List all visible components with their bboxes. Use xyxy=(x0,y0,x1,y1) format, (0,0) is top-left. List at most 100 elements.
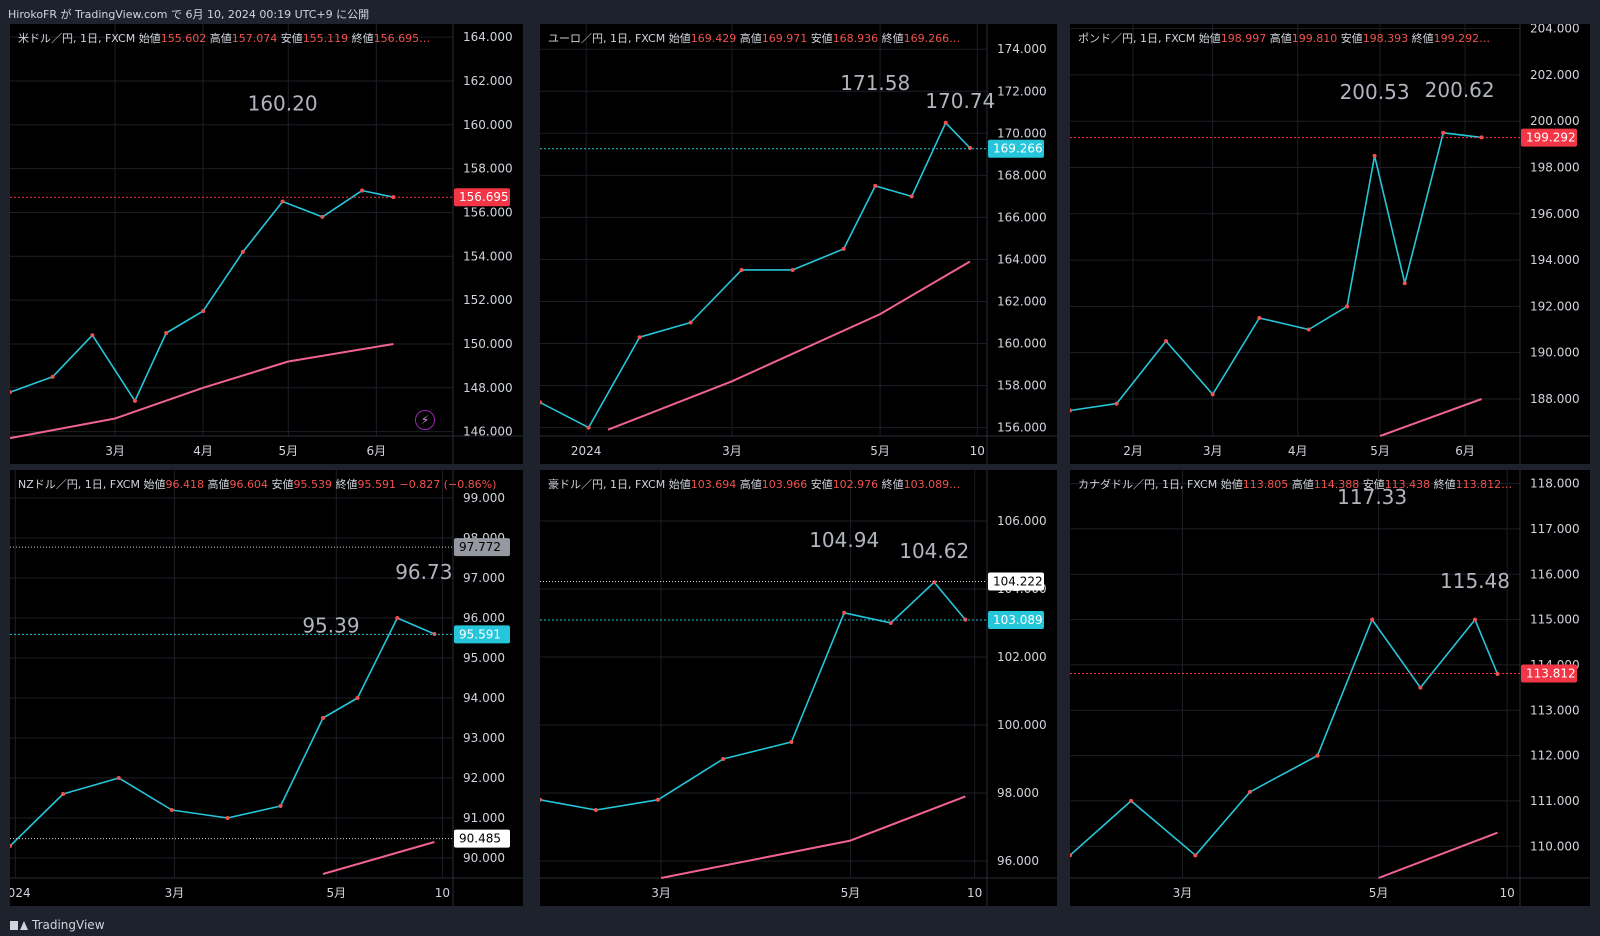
price-line-series xyxy=(540,122,971,429)
price-point xyxy=(1210,392,1215,397)
symbol-title: ポンド／円, 1日, FXCM xyxy=(1078,32,1199,45)
x-tick-label: 5月 xyxy=(870,444,890,458)
low-value: 155.119 xyxy=(302,32,352,45)
low-value: 113.438 xyxy=(1384,478,1434,491)
high-label: 高値 xyxy=(1291,478,1314,491)
price-point xyxy=(355,696,360,700)
high-label: 高値 xyxy=(739,478,762,491)
low-value: 198.393 xyxy=(1362,32,1412,45)
price-point xyxy=(932,580,937,585)
chart-panel[interactable]: ポンド／円, 1日, FXCM 始値198.997 高値199.810 安値19… xyxy=(1070,24,1590,464)
price-point xyxy=(1114,401,1119,406)
publish-header: HirokoFR が TradingView.com で 6月 10, 2024… xyxy=(0,0,1600,24)
footer-brand: TradingView xyxy=(32,918,105,932)
price-point xyxy=(739,267,744,272)
price-point xyxy=(1257,315,1262,320)
y-tick-label: 164.000 xyxy=(997,252,1047,266)
price-point xyxy=(10,844,12,848)
y-tick-label: 98.000 xyxy=(997,786,1039,800)
high-value: 96.604 xyxy=(229,478,272,491)
x-tick-label: 5月 xyxy=(278,444,298,458)
x-tick-label: 3月 xyxy=(105,444,125,458)
open-value: 113.805 xyxy=(1242,478,1292,491)
symbol-legend[interactable]: NZドル／円, 1日, FXCM 始値96.418 高値96.604 安値95.… xyxy=(18,476,496,492)
open-value: 169.429 xyxy=(690,32,740,45)
y-tick-label: 97.000 xyxy=(463,571,505,585)
y-tick-label: 106.000 xyxy=(997,514,1047,528)
high-label: 高値 xyxy=(1269,32,1292,45)
level-badge-text: 104.222 xyxy=(993,574,1043,588)
symbol-legend[interactable]: 豪ドル／円, 1日, FXCM 始値103.694 高値103.966 安値10… xyxy=(548,476,960,492)
price-point xyxy=(240,249,245,254)
y-tick-label: 174.000 xyxy=(997,42,1047,56)
close-label: 終値 xyxy=(335,478,358,491)
last-price-badge-text: 113.812 xyxy=(1526,666,1576,680)
price-point xyxy=(655,797,660,802)
symbol-legend[interactable]: ユーロ／円, 1日, FXCM 始値169.429 高値169.971 安値16… xyxy=(548,30,960,46)
close-value: 156.695… xyxy=(373,32,431,45)
symbol-legend[interactable]: カナダドル／円, 1日, FXCM 始値113.805 高値114.388 安値… xyxy=(1078,476,1512,492)
y-tick-label: 168.000 xyxy=(997,168,1047,182)
symbol-legend[interactable]: 米ドル／円, 1日, FXCM 始値155.602 高値157.074 安値15… xyxy=(18,30,430,46)
peak-annotation: 200.53 xyxy=(1340,80,1410,104)
y-tick-label: 194.000 xyxy=(1530,253,1580,267)
peak-annotation: 117.33 xyxy=(1337,485,1407,509)
price-point xyxy=(61,792,66,796)
close-value: 95.591 xyxy=(357,478,396,491)
x-tick-label: 4月 xyxy=(1288,444,1308,458)
chart-panel[interactable]: NZドル／円, 1日, FXCM 始値96.418 高値96.604 安値95.… xyxy=(10,470,523,906)
last-price-badge xyxy=(988,139,1044,158)
peak-annotation: 200.62 xyxy=(1425,78,1495,102)
low-value: 95.539 xyxy=(293,478,336,491)
price-point xyxy=(1479,135,1484,140)
last-price-badge xyxy=(1521,664,1577,683)
y-tick-label: 152.000 xyxy=(463,293,513,307)
x-tick-label: 10 xyxy=(970,444,985,458)
x-tick-label: 6月 xyxy=(367,444,387,458)
x-tick-label: 5月 xyxy=(1370,444,1390,458)
peak-annotation: 170.74 xyxy=(925,89,995,113)
price-point xyxy=(1306,327,1311,332)
symbol-title: カナダドル／円, 1日, FXCM xyxy=(1078,478,1221,491)
price-line-series xyxy=(1070,132,1482,412)
price-point xyxy=(225,816,230,820)
low-label: 安値 xyxy=(810,32,833,45)
y-tick-label: 94.000 xyxy=(463,691,505,705)
open-label: 始値 xyxy=(668,478,691,491)
last-price-badge xyxy=(988,610,1044,629)
price-chart: 174.000 172.000 170.000 168.000 166.000 164.0… xyxy=(540,24,1057,464)
y-tick-label: 154.000 xyxy=(463,249,513,263)
chart-panel[interactable]: カナダドル／円, 1日, FXCM 始値113.805 高値114.388 安値… xyxy=(1070,470,1590,906)
y-tick-label: 160.000 xyxy=(463,118,513,132)
close-value: 199.292… xyxy=(1433,32,1491,45)
lightning-icon[interactable]: ⚡ xyxy=(415,410,435,430)
last-price-badge xyxy=(1521,128,1577,147)
price-point xyxy=(116,776,121,780)
peak-annotation: 171.58 xyxy=(840,71,910,95)
y-tick-label: 115.000 xyxy=(1530,613,1580,627)
price-point xyxy=(943,120,948,125)
price-point xyxy=(540,797,542,802)
x-tick-label: 3月 xyxy=(1203,444,1223,458)
chart-panel[interactable]: 豪ドル／円, 1日, FXCM 始値103.694 高値103.966 安値10… xyxy=(540,470,1057,906)
low-label: 安値 xyxy=(1362,478,1385,491)
y-tick-label: 95.000 xyxy=(463,651,505,665)
price-point xyxy=(280,199,285,204)
y-tick-label: 113.000 xyxy=(1530,703,1580,717)
y-tick-label: 99.000 xyxy=(463,491,505,505)
price-point xyxy=(967,146,972,151)
moving-average-line xyxy=(1378,831,1498,879)
price-line-series xyxy=(540,581,966,811)
price-point xyxy=(169,808,174,812)
price-point xyxy=(1370,617,1375,622)
y-tick-label: 100.000 xyxy=(997,718,1047,732)
moving-average-line xyxy=(660,795,966,879)
symbol-legend[interactable]: ポンド／円, 1日, FXCM 始値198.997 高値199.810 安値19… xyxy=(1078,30,1490,46)
x-tick-label: 5月 xyxy=(841,886,861,900)
y-tick-label: 116.000 xyxy=(1530,567,1580,581)
chart-panel[interactable]: ユーロ／円, 1日, FXCM 始値169.429 高値169.971 安値16… xyxy=(540,24,1057,464)
y-tick-label: 160.000 xyxy=(997,337,1047,351)
price-point xyxy=(1473,617,1477,622)
y-tick-label: 162.000 xyxy=(997,294,1047,308)
chart-panel[interactable]: 米ドル／円, 1日, FXCM 始値155.602 高値157.074 安値15… xyxy=(10,24,523,464)
